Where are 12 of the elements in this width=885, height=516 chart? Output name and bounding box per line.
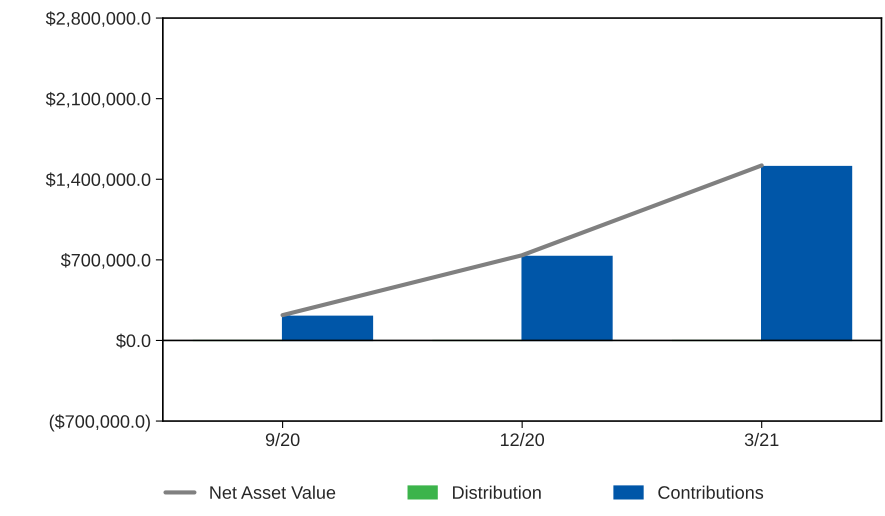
x-tick-label: 12/20: [500, 432, 544, 446]
x-tick-label: 9/20: [266, 432, 300, 446]
legend-label: Net Asset Value: [210, 486, 336, 499]
legend-label: Distribution: [453, 486, 541, 499]
y-tick-label: $700,000.0: [60, 253, 150, 269]
y-tick-label: $2,100,000.0: [46, 92, 150, 108]
y-tick-label: ($700,000.0): [50, 414, 150, 432]
y-tick-label: $2,800,000.0: [46, 11, 150, 27]
legend-label: Contributions: [658, 486, 764, 499]
y-tick-label: $1,400,000.0: [46, 172, 150, 188]
y-tick-label: $0.0: [116, 334, 150, 348]
x-tick-label: 3/21: [744, 432, 778, 446]
